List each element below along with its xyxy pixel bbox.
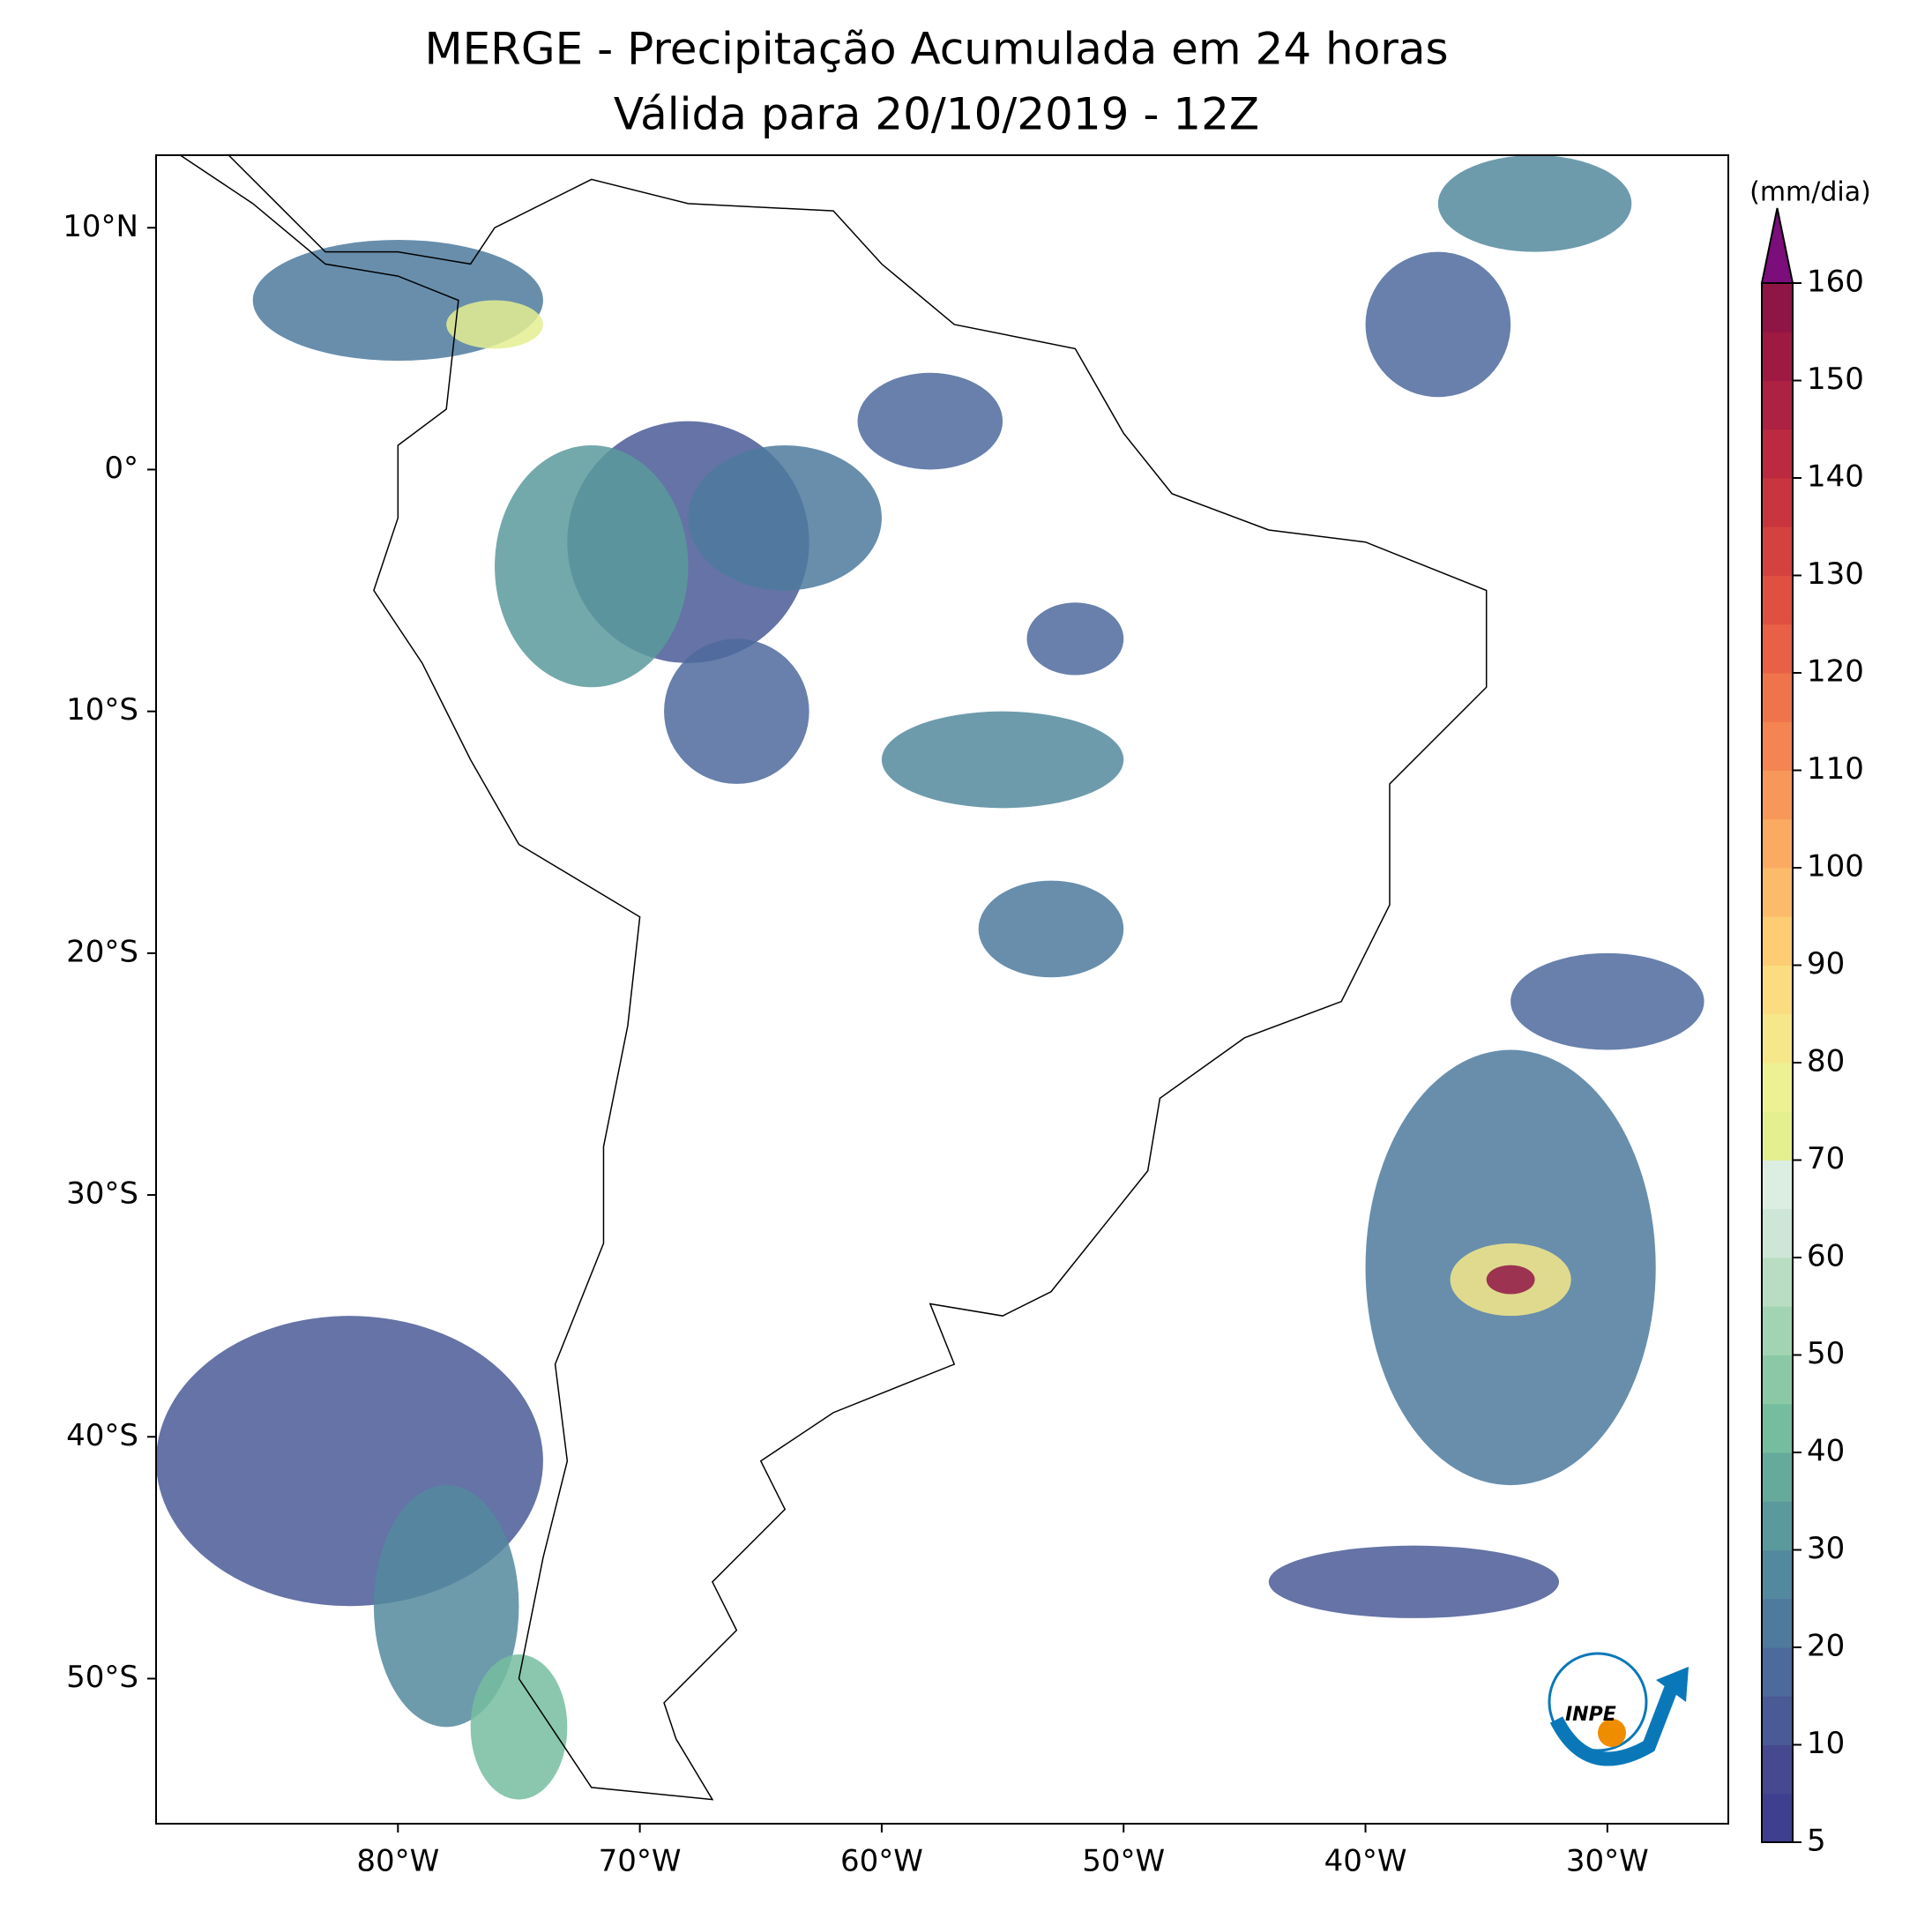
x-tick-label: 80°W: [356, 1844, 439, 1879]
colorbar-tick-label: 140: [1807, 459, 1864, 495]
colorbar-band: [1762, 1306, 1793, 1355]
colorbar-band: [1762, 818, 1793, 869]
coastline: [180, 154, 1488, 1801]
x-tick-label: 40°W: [1324, 1844, 1407, 1879]
y-tick-label: 50°S: [66, 1660, 138, 1695]
colorbar-band: [1762, 1403, 1793, 1453]
colorbar-band: [1762, 965, 1793, 1015]
rain-area: [446, 300, 543, 349]
inpe-logo: INPE: [1548, 1652, 1689, 1766]
colorbar-tick-label: 90: [1807, 946, 1845, 982]
rain-area: [1437, 155, 1632, 252]
rain-area: [470, 1654, 568, 1800]
rain-area: [664, 638, 809, 784]
colorbar-band: [1762, 623, 1793, 674]
rain-area: [881, 711, 1124, 809]
colorbar-band: [1762, 1355, 1793, 1405]
colorbar: 5 10 20 30 40 50 60 70 80 90 100 110 120 130 140 150 160…: [1749, 177, 1871, 1859]
colorbar-band: [1762, 721, 1793, 771]
colorbar-band: [1762, 1501, 1793, 1550]
colorbar-band: [1762, 429, 1793, 479]
colorbar-band: [1762, 1160, 1793, 1210]
rain-area: [1486, 1265, 1535, 1295]
map-area: [156, 154, 1704, 1801]
colorbar-band: [1762, 1013, 1793, 1064]
y-tick-label: 10°S: [66, 692, 138, 728]
colorbar-band: [1762, 770, 1793, 820]
colorbar-tick-label: 80: [1807, 1044, 1845, 1079]
rain-area: [688, 445, 882, 591]
x-tick-label: 70°W: [599, 1844, 682, 1879]
rain-area: [1511, 952, 1704, 1050]
colorbar-band: [1762, 1598, 1793, 1648]
colorbar-tick-label: 160: [1807, 265, 1864, 300]
colorbar-band: [1762, 916, 1793, 966]
colorbar-tick-label: 110: [1807, 751, 1864, 787]
x-tick-label: 50°W: [1082, 1844, 1165, 1879]
colorbar-band: [1762, 283, 1793, 332]
rain-area: [495, 445, 689, 688]
colorbar-band: [1762, 1549, 1793, 1600]
colorbar-tick-label: 10: [1807, 1726, 1845, 1761]
title: MERGE - Precipitação Acumulada em 24 hor…: [424, 24, 1448, 75]
y-tick-label: 20°S: [66, 934, 138, 969]
colorbar-band: [1762, 1696, 1793, 1745]
x-tick-label: 30°W: [1566, 1844, 1649, 1879]
colorbar-tick-label: 150: [1807, 362, 1864, 397]
y-tick-label: 30°S: [66, 1176, 138, 1212]
colorbar-band: [1762, 1258, 1793, 1307]
colorbar-band: [1762, 478, 1793, 527]
colorbar-tick-label: 120: [1807, 654, 1864, 690]
colorbar-band: [1762, 1111, 1793, 1161]
colorbar-tick-label: 70: [1807, 1141, 1845, 1176]
subtitle: Válida para 20/10/2019 - 12Z: [614, 89, 1259, 140]
colorbar-tick-label: 30: [1807, 1531, 1845, 1566]
rain-area: [373, 1485, 519, 1728]
colorbar-band: [1762, 1208, 1793, 1258]
rain-area: [1268, 1545, 1559, 1618]
logo-text: INPE: [1565, 1704, 1616, 1726]
y-tick-label: 10°N: [63, 209, 138, 244]
colorbar-tick-label: 60: [1807, 1239, 1845, 1274]
colorbar-band: [1762, 1793, 1793, 1843]
colorbar-band: [1762, 332, 1793, 381]
colorbar-band: [1762, 868, 1793, 917]
colorbar-band: [1762, 575, 1793, 625]
colorbar-tick-label: 130: [1807, 556, 1864, 592]
y-tick-label: 0°: [104, 451, 138, 486]
rain-area: [978, 880, 1124, 978]
colorbar-tick-label: 20: [1807, 1629, 1845, 1664]
colorbar-band: [1762, 1452, 1793, 1502]
colorbar-label: (mm/dia): [1749, 177, 1871, 208]
colorbar-band: [1762, 1744, 1793, 1795]
colorbar-tick-label: 50: [1807, 1336, 1845, 1371]
colorbar-band: [1762, 526, 1793, 576]
x-tick-label: 60°W: [840, 1844, 923, 1879]
colorbar-tick-label: 5: [1807, 1824, 1826, 1859]
map-frame: [155, 154, 1729, 1825]
colorbar-band: [1762, 380, 1793, 430]
colorbar-extend: [1760, 207, 1794, 284]
y-tick-label: 40°S: [66, 1418, 138, 1453]
rain-area: [857, 372, 1003, 470]
colorbar-band: [1762, 1647, 1793, 1697]
colorbar-tick-label: 100: [1807, 849, 1864, 885]
rain-area: [1026, 602, 1124, 676]
colorbar-band: [1762, 673, 1793, 722]
rain-area: [1365, 251, 1511, 398]
colorbar-band: [1762, 1063, 1793, 1112]
colorbar-tick-label: 40: [1807, 1434, 1845, 1469]
